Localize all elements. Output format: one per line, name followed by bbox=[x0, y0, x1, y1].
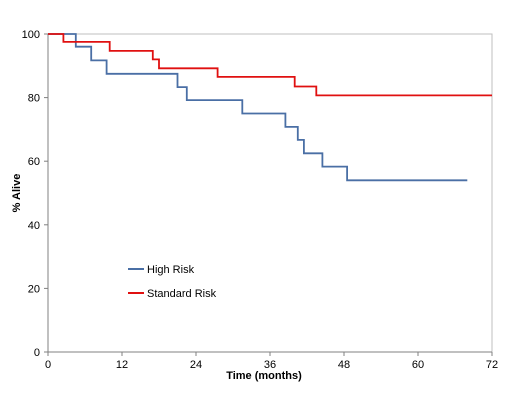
x-tick-label: 72 bbox=[486, 359, 498, 371]
tick-layer: 0 12 24 36 48 60 72 0 20 40 60 80 100 bbox=[22, 29, 498, 371]
x-tick-label: 60 bbox=[412, 359, 424, 371]
x-tick-label: 36 bbox=[264, 359, 276, 371]
legend: High Risk Standard Risk bbox=[128, 264, 217, 300]
legend-label-high-risk: High Risk bbox=[147, 264, 195, 276]
y-tick-label: 100 bbox=[22, 29, 40, 41]
plot-frame bbox=[47, 33, 493, 353]
series-line-standard-risk bbox=[48, 33, 492, 97]
x-tick-label: 0 bbox=[45, 359, 51, 371]
x-tick-label: 48 bbox=[338, 359, 350, 371]
series-line-high-risk bbox=[48, 33, 468, 182]
series-layer bbox=[48, 33, 492, 182]
y-tick-label: 80 bbox=[28, 93, 40, 105]
y-tick-label: 0 bbox=[34, 347, 40, 359]
y-tick-label: 60 bbox=[28, 156, 40, 168]
y-tick-label: 40 bbox=[28, 220, 40, 232]
y-tick-label: 20 bbox=[28, 283, 40, 295]
x-tick-label: 12 bbox=[116, 359, 128, 371]
y-axis-title: % Alive bbox=[11, 174, 23, 213]
axes bbox=[47, 33, 493, 353]
x-axis-title: Time (months) bbox=[226, 370, 302, 382]
x-tick-label: 24 bbox=[190, 359, 202, 371]
legend-label-standard-risk: Standard Risk bbox=[147, 288, 217, 300]
